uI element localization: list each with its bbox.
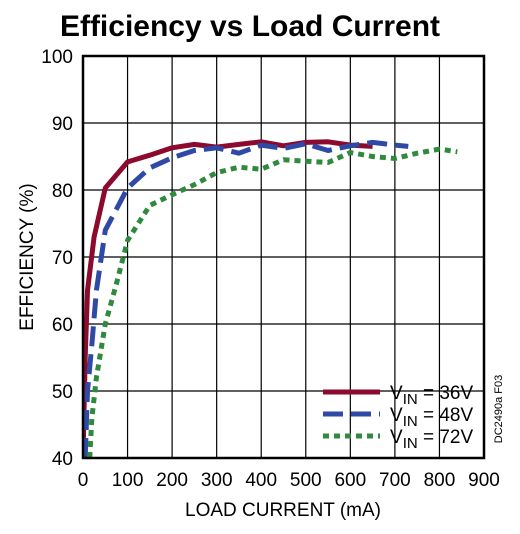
- chart-title: Efficiency vs Load Current: [60, 10, 440, 43]
- x-axis-label: LOAD CURRENT (mA): [185, 500, 381, 521]
- x-tick-label: 0: [78, 470, 89, 491]
- x-tick-label: 900: [468, 470, 500, 491]
- x-tick-label: 200: [156, 470, 188, 491]
- y-tick-label: 90: [52, 114, 73, 135]
- y-tick-label: 80: [52, 181, 73, 202]
- series-line-2: [83, 139, 409, 458]
- y-tick-label: 40: [52, 449, 73, 470]
- series-line-1: [83, 139, 373, 458]
- y-axis-label: EFFICIENCY (%): [17, 183, 38, 330]
- x-tick-label: 300: [201, 470, 233, 491]
- figure-id: DC2490a F03: [493, 375, 505, 444]
- y-tick-label: 50: [52, 382, 73, 403]
- x-tick-label: 400: [245, 470, 277, 491]
- x-tick-label: 800: [424, 470, 456, 491]
- legend-label-1: VIN = 36V: [390, 383, 473, 408]
- x-tick-label: 100: [112, 470, 144, 491]
- grid: [83, 56, 484, 458]
- legend-label-3: VIN = 72V: [390, 427, 473, 452]
- x-tick-label: 700: [379, 470, 411, 491]
- y-tick-label: 100: [41, 47, 73, 68]
- x-tick-label: 500: [290, 470, 322, 491]
- plot-frame: [81, 54, 486, 460]
- series-line-3: [87, 146, 458, 458]
- legend-label-2: VIN = 48V: [390, 405, 473, 430]
- tick-labels: 0 100 200 300 400 500 600 700 800 900 40 50 60 70 80 90…: [41, 47, 500, 491]
- y-tick-label: 60: [52, 315, 73, 336]
- series-lines: [83, 139, 458, 458]
- y-tick-label: 70: [52, 248, 73, 269]
- x-tick-label: 600: [334, 470, 366, 491]
